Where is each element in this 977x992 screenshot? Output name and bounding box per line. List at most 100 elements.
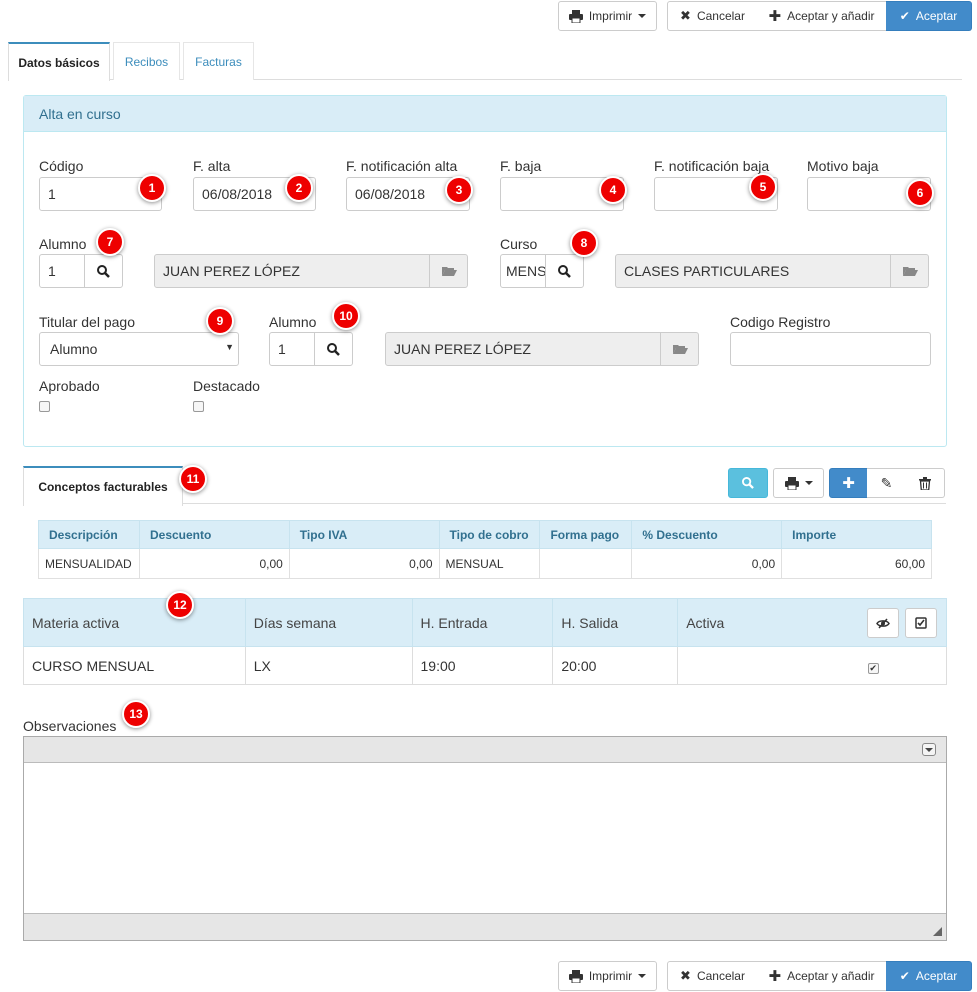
alumno-search-button[interactable]: [84, 254, 123, 288]
col-h-salida[interactable]: H. Salida: [552, 598, 679, 647]
col-materia-activa[interactable]: Materia activa: [23, 598, 246, 647]
accept-and-add-button[interactable]: ✚ Aceptar y añadir: [757, 1, 887, 31]
annotation-badge: 1: [138, 174, 166, 202]
table-row[interactable]: CURSO MENSUAL LX 19:00 20:00 ✔: [23, 646, 947, 685]
annotation-badge: 11: [179, 465, 207, 493]
editor-menu-button[interactable]: [922, 743, 936, 756]
curso-label: Curso: [500, 236, 538, 252]
add-concepto-button[interactable]: ✚: [829, 468, 868, 498]
folder-open-icon: [902, 267, 918, 276]
printer-icon: [784, 476, 799, 490]
col-importe[interactable]: Importe: [781, 520, 932, 549]
alta-panel: Alta en curso: [23, 95, 947, 447]
codigo-label: Código: [39, 158, 84, 174]
plus-icon: ✚: [842, 475, 855, 492]
annotation-badge: 4: [599, 176, 627, 204]
annotation-badge: 9: [206, 307, 234, 335]
f-baja-label: F. baja: [500, 158, 542, 174]
col-descripcion[interactable]: Descripción: [38, 520, 140, 549]
alumno-pago-search-button[interactable]: [314, 332, 353, 366]
tab-datos-basicos[interactable]: Datos básicos: [8, 42, 110, 81]
annotation-badge: 7: [96, 228, 124, 256]
conceptos-header-row: Descripción Descuento Tipo IVA Tipo de c…: [38, 520, 932, 549]
alumno-code-input[interactable]: 1: [39, 254, 85, 288]
codigo-registro-input[interactable]: [730, 332, 931, 366]
cell-entrada: 19:00: [411, 646, 554, 685]
titular-pago-value: Alumno: [50, 341, 98, 357]
observaciones-text[interactable]: [30, 769, 940, 907]
panel-title: Alta en curso: [24, 96, 946, 132]
cell-forma-pago: [539, 548, 633, 579]
tab-recibos[interactable]: Recibos: [113, 42, 180, 80]
resize-handle-icon[interactable]: [933, 927, 942, 936]
alumno-pago-label: Alumno: [269, 314, 317, 330]
folder-open-icon: [672, 345, 688, 354]
pencil-icon: ✎: [880, 474, 893, 491]
cell-activa: ✔: [677, 646, 947, 685]
editor-toolbar: [24, 737, 946, 763]
aprobado-label: Aprobado: [39, 378, 100, 394]
select-arrow-icon: ▼: [225, 342, 234, 352]
col-descuento[interactable]: Descuento: [138, 520, 290, 549]
curso-code-input[interactable]: MENSUAL: [500, 254, 546, 288]
annotation-badge: 13: [122, 700, 150, 728]
editor-statusbar: [24, 913, 946, 940]
print-button-bottom[interactable]: Imprimir: [558, 961, 657, 991]
cancel-button-bottom[interactable]: ✖ Cancelar: [667, 961, 758, 991]
alumno-pago-code-input[interactable]: 1: [269, 332, 315, 366]
tab-facturas[interactable]: Facturas: [183, 42, 254, 80]
alumno-name-field: JUAN PEREZ LÓPEZ: [154, 254, 430, 288]
materias-header-row: Materia activa Días semana H. Entrada H.…: [23, 598, 947, 647]
col-h-entrada[interactable]: H. Entrada: [411, 598, 554, 647]
table-row[interactable]: MENSUALIDAD 0,00 0,00 MENSUAL 0,00 60,00: [38, 548, 932, 579]
materias-table: Materia activa Días semana H. Entrada H.…: [23, 598, 947, 685]
cell-materia: CURSO MENSUAL: [23, 646, 246, 685]
observaciones-label: Observaciones: [23, 718, 117, 734]
cell-importe: 60,00: [781, 548, 932, 579]
cell-tipo-iva: 0,00: [288, 548, 440, 579]
f-notificacion-alta-label: F. notificación alta: [346, 158, 458, 174]
tab-conceptos-facturables[interactable]: Conceptos facturables: [23, 466, 183, 506]
cell-descuento: 0,00: [138, 548, 290, 579]
col-dias-semana[interactable]: Días semana: [244, 598, 413, 647]
accept-button[interactable]: ✔ Aceptar: [886, 1, 972, 31]
alumno-open-button[interactable]: [429, 254, 468, 288]
col-tipo-iva[interactable]: Tipo IVA: [288, 520, 440, 549]
search-icon: [97, 264, 110, 278]
f-alta-label: F. alta: [193, 158, 231, 174]
delete-concepto-button[interactable]: [906, 468, 945, 498]
col-forma-pago[interactable]: Forma pago: [539, 520, 633, 549]
col-porcentaje-descuento[interactable]: % Descuento: [631, 520, 783, 549]
print-button[interactable]: Imprimir: [558, 1, 657, 31]
cancel-button[interactable]: ✖ Cancelar: [667, 1, 758, 31]
col-activa[interactable]: Activa: [677, 598, 947, 647]
print-conceptos-button[interactable]: [773, 468, 824, 498]
subtab-divider: [183, 503, 946, 504]
toggle-visibility-button[interactable]: [867, 608, 899, 638]
accept-button-bottom[interactable]: ✔ Aceptar: [886, 961, 972, 991]
observaciones-editor[interactable]: [23, 736, 947, 941]
close-icon: ✖: [680, 968, 691, 983]
accept-label: Aceptar: [915, 9, 958, 23]
accept-and-add-button-bottom[interactable]: ✚ Aceptar y añadir: [757, 961, 887, 991]
cell-descripcion: MENSUALIDAD: [38, 548, 140, 579]
select-all-button[interactable]: [905, 608, 937, 638]
conceptos-table: Descripción Descuento Tipo IVA Tipo de c…: [38, 520, 932, 579]
destacado-checkbox[interactable]: [193, 401, 204, 412]
alumno-pago-name-field: JUAN PEREZ LÓPEZ: [385, 332, 661, 366]
annotation-badge: 2: [285, 174, 313, 202]
search-conceptos-button[interactable]: [728, 468, 768, 498]
trash-icon: [919, 476, 931, 490]
col-tipo-cobro[interactable]: Tipo de cobro: [438, 520, 541, 549]
aprobado-checkbox[interactable]: [39, 401, 50, 412]
edit-concepto-button[interactable]: ✎: [867, 468, 907, 498]
f-notificacion-baja-label: F. notificación baja: [654, 158, 770, 174]
titular-pago-select[interactable]: Alumno ▼: [39, 332, 239, 366]
tabs-divider: [8, 79, 962, 80]
curso-open-button[interactable]: [890, 254, 929, 288]
alumno-pago-open-button[interactable]: [660, 332, 699, 366]
cell-porcentaje-descuento: 0,00: [631, 548, 783, 579]
activa-checkbox[interactable]: ✔: [867, 662, 879, 674]
plus-icon: ✚: [768, 8, 782, 25]
curso-search-button[interactable]: [545, 254, 584, 288]
